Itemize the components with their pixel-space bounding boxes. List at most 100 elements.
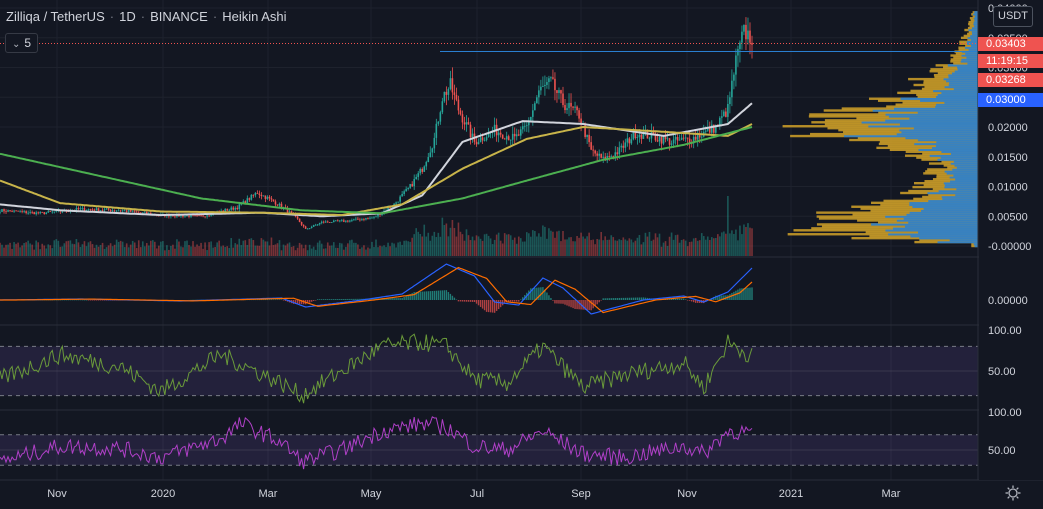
volume-bar [548, 228, 550, 256]
volume-bar [39, 249, 42, 256]
time-axis[interactable]: Nov 2020 Mar May Jul Sep Nov 2021 Mar [47, 488, 901, 500]
volume-bar [109, 243, 112, 256]
price-candle [501, 134, 504, 139]
volume-profile-bar [901, 130, 978, 134]
volume-bar [431, 235, 434, 256]
macd-histogram-bar [688, 300, 691, 301]
line-price-tag: 0.03268 [978, 73, 1043, 87]
price-candle [578, 110, 580, 119]
volume-bar [439, 236, 442, 256]
price-candle [182, 215, 184, 217]
macd-histogram-bar [457, 300, 460, 302]
chart-title: Zilliqa / TetherUS · 1D · BINANCE · Heikin Ash… [6, 9, 287, 24]
volume-bar [375, 239, 377, 256]
volume-bar [666, 245, 669, 256]
macd-histogram-bar [276, 299, 279, 301]
macd-histogram-bar [572, 300, 574, 309]
price-candle [662, 136, 665, 144]
volume-bar [610, 235, 613, 256]
macd-histogram-bar [596, 300, 598, 305]
price-candle [290, 211, 293, 214]
volume-profile-bar [860, 207, 978, 210]
volume-bar [282, 244, 285, 256]
volume-profile-bar [968, 22, 978, 26]
volume-bar [262, 239, 265, 256]
price-candle [431, 148, 434, 153]
macd-histogram-bar [443, 290, 446, 300]
price-candle [363, 219, 365, 220]
price-candle [196, 215, 198, 216]
volume-bar [427, 232, 430, 256]
price-candle [688, 138, 691, 144]
volume-bar [230, 238, 233, 256]
interval-label[interactable]: 1D [119, 9, 136, 24]
volume-bar [117, 241, 120, 256]
macd-histogram-bar [505, 300, 508, 302]
volume-profile-bar [969, 24, 978, 28]
volume-profile-bar [927, 191, 978, 195]
price-candle [530, 116, 532, 121]
volume-bar [326, 242, 329, 256]
price-axis[interactable]: 0.040000.035000.030000.025000.020000.015… [979, 0, 1043, 480]
volume-profile-bar [958, 48, 978, 51]
volume-bar [489, 238, 492, 256]
volume-bar [749, 227, 751, 256]
price-candle [200, 215, 202, 216]
volume-profile-bar [909, 203, 978, 206]
volume-profile-bar [957, 66, 978, 69]
volume-bar [137, 240, 140, 256]
price-candle [61, 211, 64, 213]
price-candle [280, 203, 283, 208]
volume-bar [248, 238, 251, 256]
volume-profile-bar [935, 105, 978, 108]
volume-profile-bar [961, 58, 978, 61]
price-candle [739, 42, 741, 50]
volume-bar [222, 245, 224, 256]
price-candle [198, 215, 200, 216]
volume-profile-bar [931, 146, 978, 150]
volume-bar [552, 231, 554, 256]
symbol-name[interactable]: Zilliqa / TetherUS [6, 9, 105, 24]
price-candle [698, 135, 701, 138]
volume-bar [143, 246, 146, 256]
price-candle [471, 133, 474, 138]
price-candle [367, 218, 369, 219]
macd-histogram-bar [391, 298, 393, 300]
price-candle [107, 208, 110, 210]
price-candle [240, 203, 243, 205]
price-candle [371, 217, 373, 219]
currency-button[interactable]: USDT [993, 6, 1033, 27]
macd-histogram-bar [471, 300, 474, 302]
price-candle [375, 216, 377, 218]
macd-histogram-bar [439, 290, 442, 300]
macd-histogram-bar [87, 300, 90, 301]
indicators-toggle-button[interactable]: ⌄ 5 [5, 33, 39, 53]
price-candle [666, 138, 669, 140]
volume-profile-bar [888, 115, 978, 118]
volume-bar [178, 241, 180, 256]
price-candle [188, 215, 190, 217]
volume-bar [306, 250, 309, 256]
volume-profile-bar [918, 231, 978, 234]
macd-histogram-bar [512, 300, 514, 302]
price-candle [534, 103, 536, 111]
macd-histogram-bar [570, 300, 572, 308]
price-candle [475, 141, 478, 145]
macd-histogram-bar [584, 300, 586, 310]
volume-bar [592, 239, 594, 256]
price-candle [532, 110, 534, 117]
volume-bar [256, 245, 259, 256]
gear-icon[interactable] [1004, 484, 1022, 502]
price-candle [115, 210, 118, 212]
volume-profile-bar [818, 217, 978, 220]
macd-histogram-bar [282, 300, 285, 301]
volume-bar [87, 242, 90, 256]
macd-histogram-bar [387, 298, 389, 300]
macd-histogram-bar [715, 295, 717, 300]
price-candle [550, 77, 552, 79]
volume-profile-bar [919, 238, 978, 242]
price-candle [729, 97, 731, 104]
macd-histogram-bar [491, 300, 494, 313]
volume-bar [686, 246, 689, 256]
